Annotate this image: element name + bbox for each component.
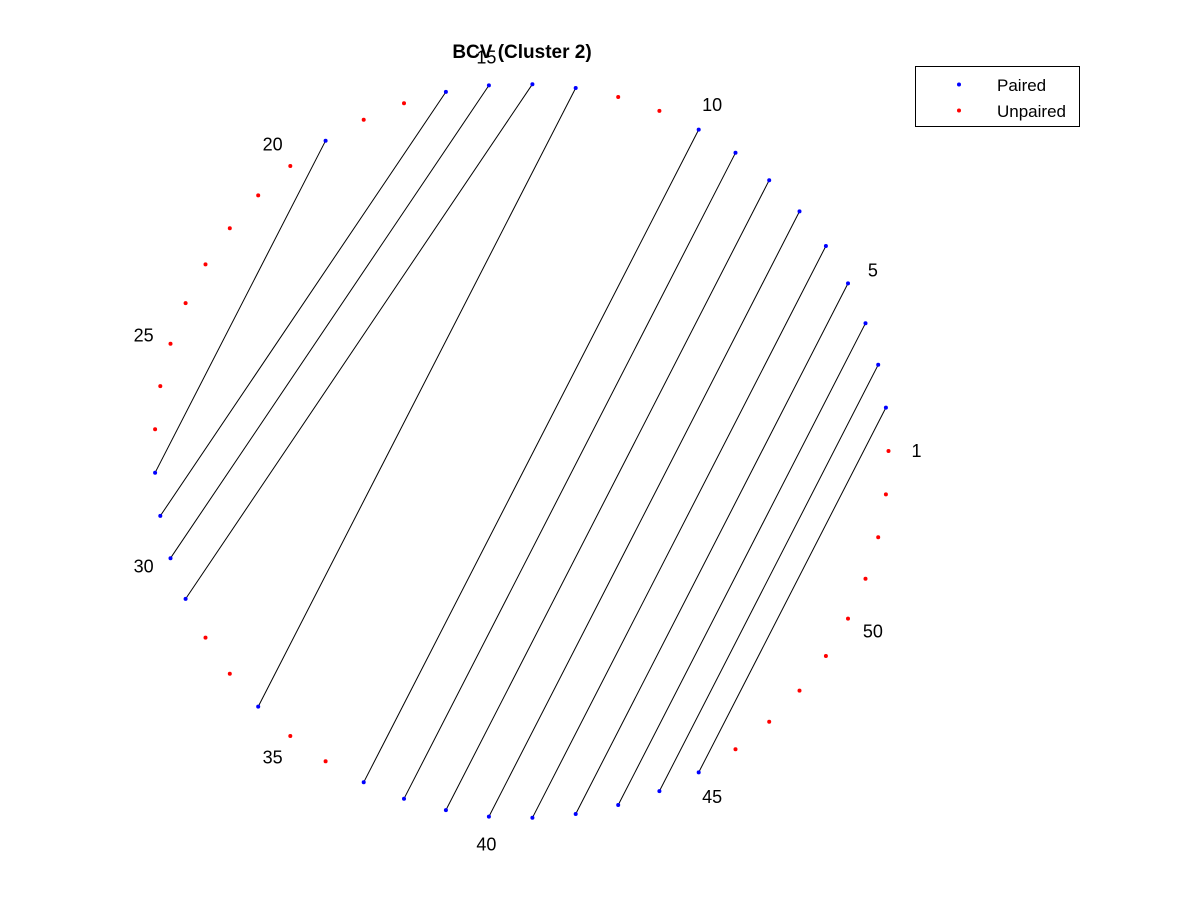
paired-node-38 — [402, 796, 406, 801]
paired-node-45 — [696, 770, 701, 775]
node-label-30: 30 — [134, 556, 154, 576]
unpaired-node-49 — [823, 654, 828, 658]
pair-arc-9-38 — [403, 152, 736, 799]
legend-box — [915, 66, 1080, 127]
paired-node-16 — [443, 89, 448, 94]
node-label-50: 50 — [863, 621, 883, 641]
paired-node-40 — [486, 814, 491, 819]
node-label-1: 1 — [911, 441, 921, 461]
paired-node-43 — [616, 803, 621, 807]
unpaired-node-51 — [863, 576, 868, 581]
paired-node-19 — [323, 138, 328, 143]
node-label-40: 40 — [476, 834, 496, 854]
unpaired-node-52 — [876, 535, 881, 540]
chart-title: BCV (Cluster 2) — [452, 42, 591, 63]
paired-node-6 — [823, 244, 828, 248]
pair-arc-6-41 — [531, 245, 827, 819]
paired-node-39 — [443, 808, 448, 813]
pair-arc-4-43 — [617, 322, 866, 806]
node-label-15: 15 — [476, 48, 496, 68]
paired-node-4 — [863, 321, 868, 326]
pair-arc-15-30 — [170, 85, 490, 559]
unpaired-node-20 — [288, 164, 293, 168]
node-label-25: 25 — [134, 326, 154, 346]
pair-arc-7-40 — [488, 211, 800, 817]
unpaired-node-47 — [767, 719, 772, 724]
unpaired-node-21 — [256, 193, 261, 198]
paired-node-9 — [733, 150, 738, 155]
paired-node-44 — [657, 789, 662, 794]
node-label-10: 10 — [702, 95, 722, 115]
paired-node-2 — [883, 405, 888, 410]
unpaired-node-35 — [288, 734, 293, 738]
paired-node-5 — [846, 281, 850, 286]
unpaired-node-24 — [183, 301, 188, 306]
paired-node-30 — [168, 556, 173, 561]
node-points — [153, 82, 891, 820]
paired-node-3 — [876, 362, 881, 367]
pair-arc-2-45 — [698, 407, 887, 773]
unpaired-node-23 — [203, 262, 208, 267]
paired-node-15 — [486, 83, 491, 88]
pair-arc-16-29 — [159, 91, 447, 517]
paired-node-13 — [573, 86, 578, 90]
unpaired-node-17 — [402, 101, 406, 106]
pair-arc-10-37 — [363, 129, 700, 783]
paired-node-10 — [696, 127, 701, 132]
unpaired-node-18 — [361, 117, 366, 122]
pair-arc-19-28 — [154, 140, 327, 473]
paired-node-42 — [573, 812, 578, 816]
unpaired-node-50 — [846, 616, 850, 621]
unpaired-node-46 — [733, 747, 738, 752]
paired-node-8 — [767, 178, 772, 183]
legend-unpaired-label: Unpaired — [997, 102, 1066, 121]
pair-arc-8-39 — [445, 179, 770, 811]
legend-paired-marker — [957, 82, 961, 87]
paired-node-28 — [153, 470, 158, 475]
pair-arcs — [154, 83, 887, 819]
unpaired-node-1 — [886, 449, 891, 453]
node-label-35: 35 — [263, 748, 283, 768]
unpaired-node-48 — [797, 688, 802, 693]
legend: Paired Unpaired — [915, 66, 1080, 127]
unpaired-node-36 — [323, 759, 328, 764]
pair-arc-5-42 — [575, 283, 849, 815]
pair-arc-13-34 — [257, 87, 577, 707]
paired-node-14 — [530, 82, 535, 87]
pair-arc-3-44 — [658, 364, 879, 792]
unpaired-node-53 — [883, 492, 888, 497]
node-label-20: 20 — [263, 134, 283, 154]
paired-node-7 — [797, 209, 802, 214]
paired-node-37 — [361, 780, 366, 785]
paired-node-29 — [158, 513, 163, 518]
legend-paired-label: Paired — [997, 76, 1046, 95]
legend-unpaired-marker — [957, 108, 961, 113]
paired-node-34 — [256, 704, 261, 709]
unpaired-node-33 — [227, 671, 232, 676]
paired-node-31 — [183, 596, 188, 601]
unpaired-node-22 — [227, 226, 232, 231]
unpaired-node-12 — [616, 95, 621, 99]
unpaired-node-27 — [153, 427, 158, 432]
unpaired-node-26 — [158, 384, 163, 389]
unpaired-node-11 — [657, 108, 662, 113]
node-label-45: 45 — [702, 787, 722, 807]
pair-arc-14-31 — [185, 83, 533, 600]
unpaired-node-32 — [203, 635, 208, 640]
unpaired-node-25 — [168, 341, 173, 346]
paired-node-41 — [530, 815, 535, 820]
node-label-5: 5 — [868, 261, 878, 281]
